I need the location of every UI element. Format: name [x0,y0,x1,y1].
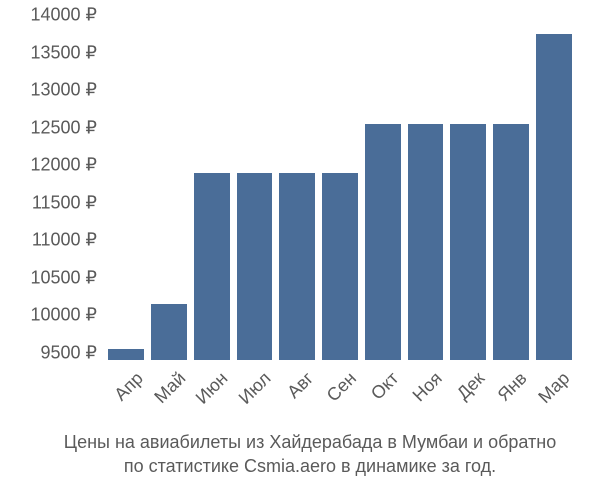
bar [450,124,486,360]
chart-caption: Цены на авиабилеты из Хайдерабада в Мумб… [30,430,590,479]
bar [365,124,401,360]
y-tick: 11500 ₽ [32,192,97,213]
y-tick: 11000 ₽ [32,230,97,251]
x-label: Июн [192,368,233,409]
bar [536,34,572,360]
x-label: Сен [323,368,361,406]
x-label: Окт [367,368,403,404]
y-tick: 12500 ₽ [30,117,97,138]
caption-line-1: Цены на авиабилеты из Хайдерабада в Мумб… [30,430,590,454]
plot-area [105,15,575,360]
y-tick: 10000 ₽ [30,305,97,326]
x-label: Ноя [408,368,446,406]
x-label: Апр [110,368,147,405]
x-label: Янв [494,368,532,406]
x-label: Дек [453,368,489,404]
x-label: Авг [283,368,318,403]
x-label: Май [150,368,190,408]
bar [408,124,444,360]
bar [279,173,315,361]
bars-container [105,15,575,360]
caption-line-2: по статистике Csmia.aero в динамике за г… [30,454,590,478]
bar [151,304,187,360]
y-tick: 14000 ₽ [30,5,97,26]
x-axis: АпрМайИюнИюлАвгСенОктНояДекЯнвМар [105,368,575,428]
y-tick: 12000 ₽ [30,155,97,176]
y-axis: 9500 ₽ 10000 ₽ 10500 ₽ 11000 ₽ 11500 ₽ 12000 … [0,15,105,360]
y-tick: 10500 ₽ [30,267,97,288]
bar [194,173,230,361]
bar [237,173,273,361]
price-chart: 9500 ₽ 10000 ₽ 10500 ₽ 11000 ₽ 11500 ₽ 12000 … [0,0,600,500]
bar [108,349,144,360]
x-label: Июл [235,368,276,409]
y-tick: 9500 ₽ [41,342,98,363]
bar [493,124,529,360]
bar [322,173,358,361]
y-tick: 13500 ₽ [30,42,97,63]
x-label: Мар [535,368,575,408]
y-tick: 13000 ₽ [30,80,97,101]
